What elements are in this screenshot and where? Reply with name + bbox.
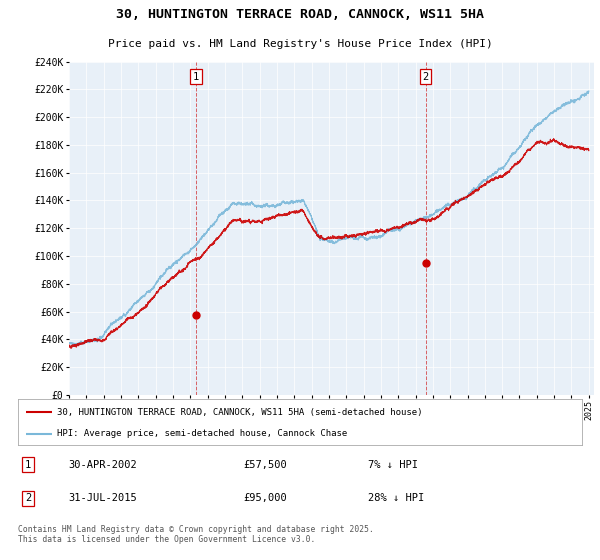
Text: £95,000: £95,000 — [244, 493, 287, 503]
Text: 1: 1 — [25, 460, 31, 470]
Text: Price paid vs. HM Land Registry's House Price Index (HPI): Price paid vs. HM Land Registry's House … — [107, 39, 493, 49]
Text: 28% ↓ HPI: 28% ↓ HPI — [368, 493, 424, 503]
Text: 2: 2 — [25, 493, 31, 503]
Text: 30, HUNTINGTON TERRACE ROAD, CANNOCK, WS11 5HA (semi-detached house): 30, HUNTINGTON TERRACE ROAD, CANNOCK, WS… — [58, 408, 423, 417]
Text: Contains HM Land Registry data © Crown copyright and database right 2025.
This d: Contains HM Land Registry data © Crown c… — [18, 525, 374, 544]
Text: 1: 1 — [193, 72, 199, 82]
Text: £57,500: £57,500 — [244, 460, 287, 470]
Text: 30, HUNTINGTON TERRACE ROAD, CANNOCK, WS11 5HA: 30, HUNTINGTON TERRACE ROAD, CANNOCK, WS… — [116, 8, 484, 21]
Text: 30-APR-2002: 30-APR-2002 — [69, 460, 137, 470]
Text: HPI: Average price, semi-detached house, Cannock Chase: HPI: Average price, semi-detached house,… — [58, 429, 348, 438]
Text: 7% ↓ HPI: 7% ↓ HPI — [368, 460, 418, 470]
Text: 2: 2 — [422, 72, 429, 82]
Text: 31-JUL-2015: 31-JUL-2015 — [69, 493, 137, 503]
